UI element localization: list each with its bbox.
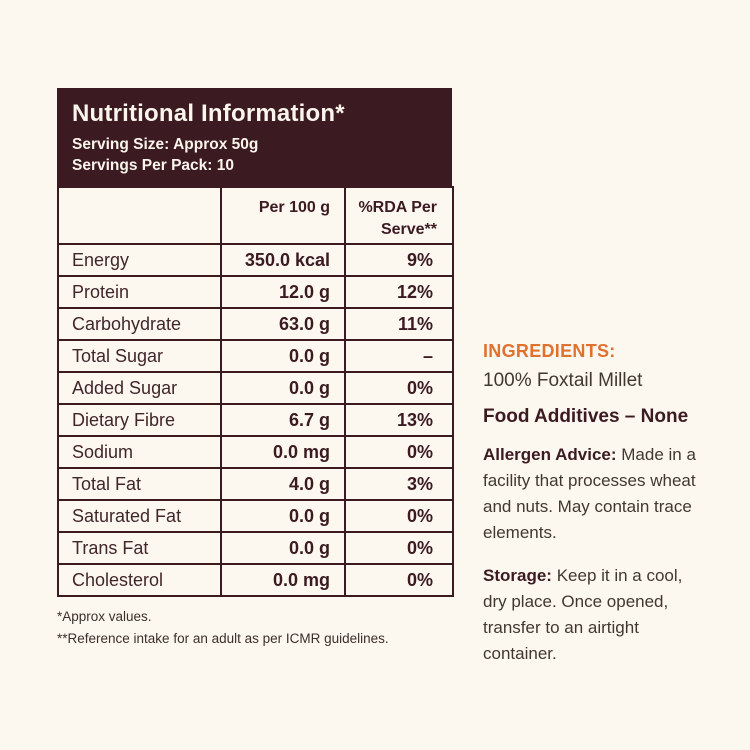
table-row: Added Sugar 0.0 g 0% — [57, 371, 454, 405]
nutrient-label: Total Sugar — [57, 339, 222, 373]
table-row: Energy 350.0 kcal 9% — [57, 243, 454, 277]
col-header-blank — [57, 186, 222, 245]
table-row: Total Fat 4.0 g 3% — [57, 467, 454, 501]
nutrient-rda: 3% — [344, 467, 454, 501]
nutrient-rda: – — [344, 339, 454, 373]
nutrient-value: 4.0 g — [220, 467, 346, 501]
storage-instructions: Storage: Keep it in a cool, dry place. O… — [483, 563, 705, 667]
info-column: INGREDIENTS: 100% Foxtail Millet Food Ad… — [483, 341, 705, 684]
table-row: Carbohydrate 63.0 g 11% — [57, 307, 454, 341]
nutrient-rda: 0% — [344, 563, 454, 597]
nutrition-header: Nutritional Information* Serving Size: A… — [57, 88, 452, 186]
nutrient-label: Carbohydrate — [57, 307, 222, 341]
table-row: Sodium 0.0 mg 0% — [57, 435, 454, 469]
nutrient-rda: 0% — [344, 531, 454, 565]
ingredients-heading: INGREDIENTS: — [483, 341, 616, 361]
nutrient-label: Total Fat — [57, 467, 222, 501]
nutrient-value: 0.0 g — [220, 499, 346, 533]
col-header-rda-per-serve: %RDA Per Serve** — [344, 186, 454, 245]
nutrient-value: 0.0 g — [220, 531, 346, 565]
nutrient-value: 0.0 g — [220, 339, 346, 373]
ingredients-value: 100% Foxtail Millet — [483, 370, 643, 391]
table-row: Cholesterol 0.0 mg 0% — [57, 563, 454, 597]
table-row: Total Sugar 0.0 g – — [57, 339, 454, 373]
nutrient-value: 0.0 mg — [220, 435, 346, 469]
footnote-approx: *Approx values. — [57, 609, 152, 624]
nutrient-value: 350.0 kcal — [220, 243, 346, 277]
serving-size: Serving Size: Approx 50g — [72, 136, 259, 153]
nutrient-label: Trans Fat — [57, 531, 222, 565]
nutrient-value: 12.0 g — [220, 275, 346, 309]
nutrition-panel: Nutritional Information* Serving Size: A… — [57, 88, 454, 649]
allergen-advice-text: Made in a facility that processes wheat … — [483, 445, 696, 542]
nutrient-label: Added Sugar — [57, 371, 222, 405]
table-header-row: Per 100 g %RDA Per Serve** — [57, 186, 454, 245]
allergen-advice: Allergen Advice: Made in a facility that… — [483, 442, 705, 546]
table-row: Dietary Fibre 6.7 g 13% — [57, 403, 454, 437]
nutrient-label: Saturated Fat — [57, 499, 222, 533]
nutrient-value: 0.0 mg — [220, 563, 346, 597]
storage-label: Storage: — [483, 566, 552, 585]
table-row: Trans Fat 0.0 g 0% — [57, 531, 454, 565]
nutrient-label: Cholesterol — [57, 563, 222, 597]
allergen-advice-label: Allergen Advice: — [483, 445, 617, 464]
servings-per-pack: Servings Per Pack: 10 — [72, 156, 234, 174]
nutrient-value: 63.0 g — [220, 307, 346, 341]
nutrient-label: Protein — [57, 275, 222, 309]
nutrition-table: Per 100 g %RDA Per Serve** Energy 350.0 … — [57, 186, 454, 597]
footnotes: *Approx values. **Reference intake for a… — [57, 606, 452, 649]
table-row: Protein 12.0 g 12% — [57, 275, 454, 309]
nutrient-label: Energy — [57, 243, 222, 277]
nutrient-label: Dietary Fibre — [57, 403, 222, 437]
nutrient-rda: 13% — [344, 403, 454, 437]
food-additives: Food Additives – None — [483, 406, 689, 427]
nutrient-rda: 0% — [344, 371, 454, 405]
nutrient-value: 0.0 g — [220, 371, 346, 405]
nutrition-title: Nutritional Information* — [72, 100, 345, 127]
nutrient-label: Sodium — [57, 435, 222, 469]
nutrient-value: 6.7 g — [220, 403, 346, 437]
storage-text: Keep it in a cool, dry place. Once opene… — [483, 566, 683, 663]
nutrient-rda: 9% — [344, 243, 454, 277]
col-header-per-100g: Per 100 g — [220, 186, 346, 245]
footnote-reference: **Reference intake for an adult as per I… — [57, 630, 389, 646]
nutrient-rda: 0% — [344, 435, 454, 469]
nutrient-rda: 11% — [344, 307, 454, 341]
nutrient-rda: 0% — [344, 499, 454, 533]
nutrient-rda: 12% — [344, 275, 454, 309]
table-row: Saturated Fat 0.0 g 0% — [57, 499, 454, 533]
